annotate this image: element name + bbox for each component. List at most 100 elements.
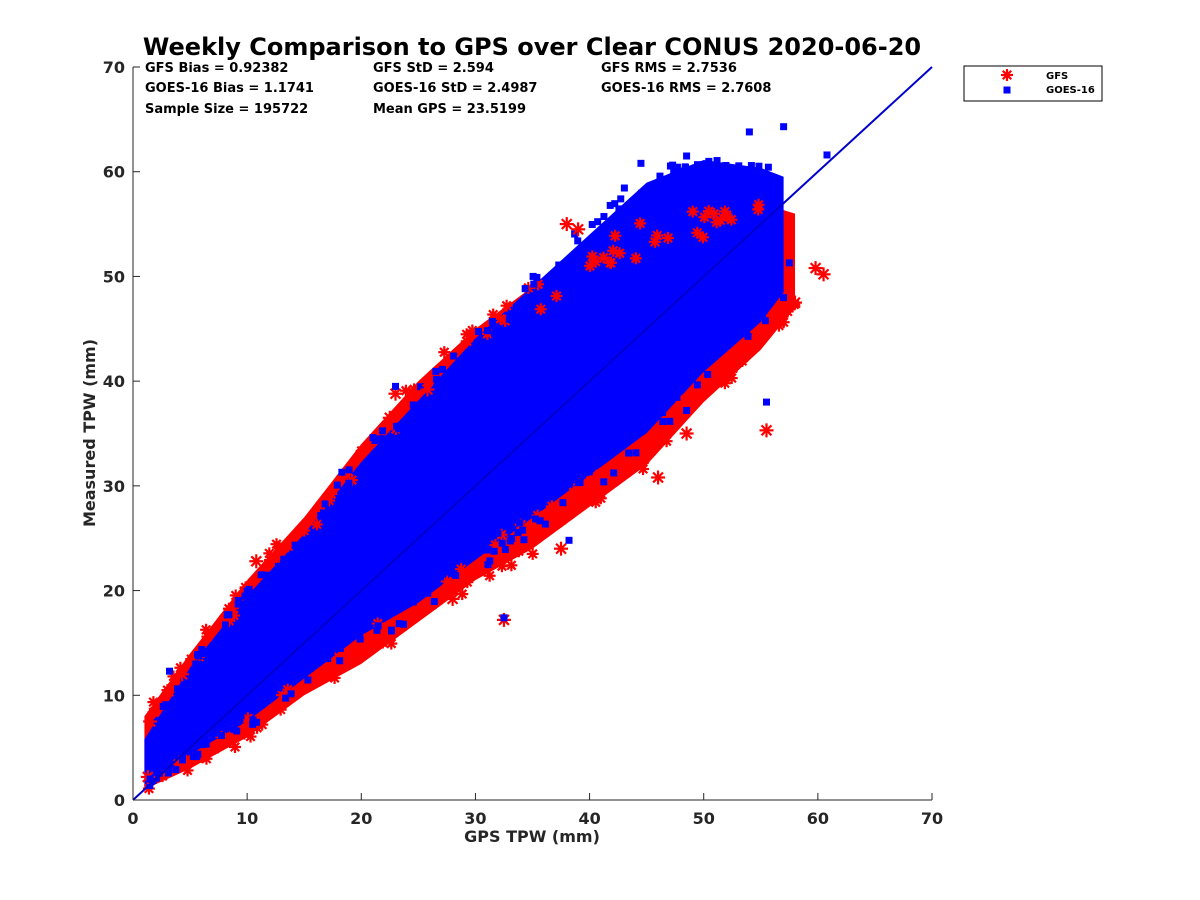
goes16-point bbox=[689, 375, 697, 383]
gfs-point bbox=[181, 764, 194, 777]
goes16-point bbox=[379, 427, 387, 435]
goes16-point bbox=[758, 311, 766, 319]
goes16-point bbox=[374, 622, 382, 630]
goes16-point bbox=[409, 598, 417, 606]
goes16-point bbox=[304, 676, 312, 684]
gfs-point bbox=[698, 211, 711, 224]
goes16-point bbox=[172, 766, 180, 774]
legend-box bbox=[963, 65, 1103, 102]
goes16-outlier-point bbox=[683, 406, 691, 414]
gfs-outlier-point bbox=[559, 217, 574, 232]
goes16-outlier-point bbox=[823, 151, 831, 159]
gfs-point bbox=[777, 316, 790, 329]
goes16-point bbox=[345, 479, 353, 487]
goes16-density-band bbox=[144, 159, 784, 788]
goes16-point bbox=[600, 213, 608, 221]
goes16-outlier-point bbox=[768, 286, 776, 294]
goes16-point bbox=[257, 571, 265, 579]
gfs-outlier-point bbox=[816, 267, 831, 282]
goes16-point bbox=[578, 459, 586, 467]
goes16-point bbox=[237, 712, 245, 720]
goes16-outlier-point bbox=[392, 382, 400, 390]
gfs-point bbox=[208, 742, 221, 755]
goes16-point bbox=[439, 365, 447, 373]
gfs-outlier-point bbox=[753, 327, 768, 342]
legend-label-gfs: GFS bbox=[1046, 71, 1068, 82]
gfs-point bbox=[604, 256, 617, 269]
goes16-point bbox=[743, 330, 751, 338]
gfs-point bbox=[725, 213, 738, 226]
gfs-point bbox=[201, 630, 214, 643]
gfs-point bbox=[228, 741, 241, 754]
y-axis-label: Measured TPW (mm) bbox=[80, 339, 99, 527]
goes16-point bbox=[780, 294, 788, 302]
goes16-point bbox=[432, 367, 440, 375]
goes16-point bbox=[202, 740, 210, 748]
goes16-point bbox=[764, 163, 772, 171]
gfs-outlier-point bbox=[382, 410, 397, 425]
stat-text: GFS Bias = 0.92382 bbox=[145, 61, 288, 76]
x-tick-label: 30 bbox=[464, 809, 486, 828]
gfs-outlier-point bbox=[679, 426, 694, 441]
goes16-point bbox=[536, 517, 544, 525]
goes16-point bbox=[656, 172, 664, 180]
goes16-point bbox=[573, 466, 581, 474]
goes16-point bbox=[620, 184, 628, 192]
goes16-point bbox=[294, 672, 302, 680]
y-tick-label: 20 bbox=[103, 582, 125, 601]
gfs-point bbox=[584, 474, 597, 487]
legend-marker-gfs bbox=[1001, 69, 1013, 81]
goes16-point bbox=[399, 429, 407, 437]
gfs-point bbox=[534, 303, 547, 316]
stat-text: GOES-16 StD = 2.4987 bbox=[373, 81, 537, 96]
gfs-point bbox=[298, 524, 311, 537]
goes16-point bbox=[669, 380, 677, 388]
goes16-point bbox=[505, 315, 513, 323]
gfs-point bbox=[718, 205, 731, 218]
goes16-point bbox=[295, 549, 303, 557]
goes16-point bbox=[225, 611, 233, 619]
goes16-point bbox=[155, 769, 163, 777]
gfs-point bbox=[483, 569, 496, 582]
goes16-point bbox=[521, 285, 529, 293]
stat-text: GFS RMS = 2.7536 bbox=[601, 61, 737, 76]
x-tick-label: 20 bbox=[350, 809, 372, 828]
stat-text: GOES-16 Bias = 1.1741 bbox=[145, 81, 314, 96]
goes16-point bbox=[466, 552, 474, 560]
goes16-point bbox=[409, 419, 417, 427]
gfs-point bbox=[376, 636, 389, 649]
goes16-point bbox=[484, 561, 492, 569]
gfs-point bbox=[702, 205, 715, 218]
chart-title: Weekly Comparison to GPS over Clear CONU… bbox=[143, 33, 921, 61]
goes16-point bbox=[192, 752, 200, 760]
stats-annotations: GFS Bias = 0.92382 GFS StD = 2.594 GFS RMS… bbox=[145, 61, 771, 117]
goes16-point bbox=[594, 218, 602, 226]
goes16-point bbox=[373, 626, 381, 634]
gfs-point bbox=[593, 468, 606, 481]
goes16-point bbox=[659, 178, 667, 186]
goes16-point bbox=[308, 532, 316, 540]
goes16-outlier-point bbox=[785, 259, 793, 267]
goes16-point bbox=[400, 600, 408, 608]
gfs-outlier-point bbox=[143, 714, 158, 729]
goes16-point bbox=[548, 480, 556, 488]
goes16-point bbox=[178, 756, 186, 764]
goes16-point bbox=[520, 536, 528, 544]
goes16-point bbox=[192, 660, 200, 668]
gfs-point bbox=[696, 388, 709, 401]
goes16-point bbox=[248, 594, 256, 602]
gfs-point bbox=[147, 696, 160, 709]
goes16-point bbox=[450, 352, 458, 360]
goes16-point bbox=[611, 200, 619, 208]
gfs-point bbox=[651, 229, 664, 242]
gfs-point bbox=[615, 469, 628, 482]
gfs-point bbox=[495, 560, 508, 573]
goes16-point bbox=[693, 381, 701, 389]
goes16-point bbox=[486, 557, 494, 565]
goes16-point bbox=[574, 237, 582, 245]
goes16-point bbox=[519, 526, 527, 534]
goes16-point bbox=[514, 529, 522, 537]
one-to-one-line bbox=[132, 66, 933, 801]
gfs-outlier-point bbox=[788, 295, 803, 310]
